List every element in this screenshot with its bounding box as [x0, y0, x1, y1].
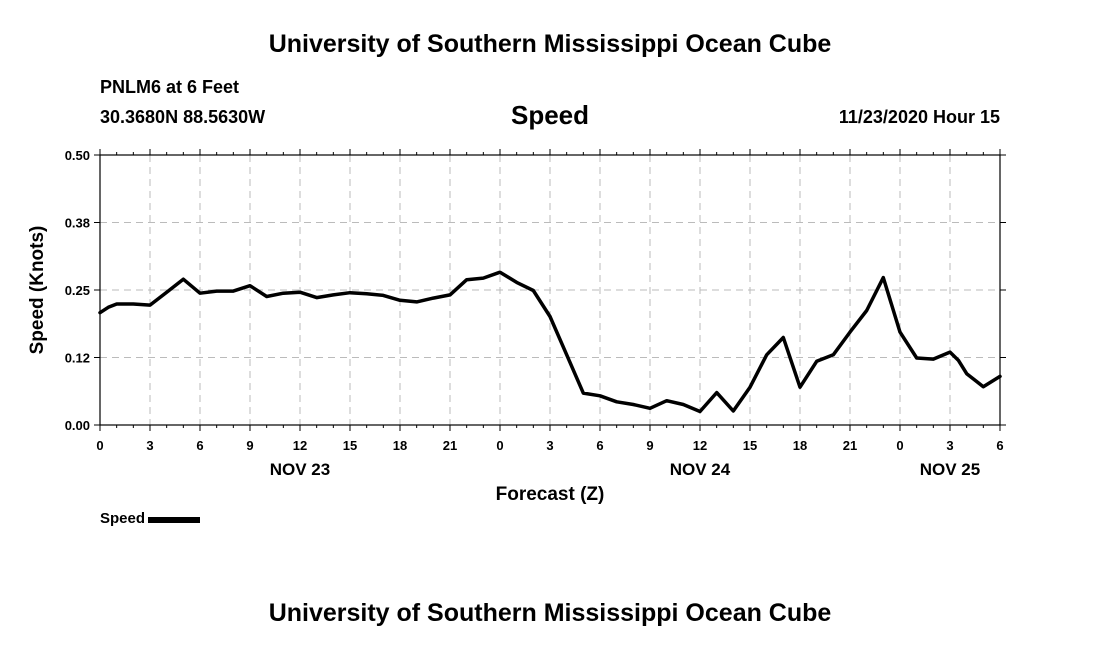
y-tick-label: 0.50 — [65, 148, 90, 163]
legend-label: Speed — [100, 510, 146, 527]
series-layer — [98, 270, 1002, 414]
x-tick-label: 6 — [596, 438, 603, 453]
y-tick-label: 0.38 — [65, 216, 90, 231]
timestamp-label: 11/23/2020 Hour 15 — [838, 107, 1000, 127]
label-layer: 0.00 0.12 0.25 0.38 0.50 0 3 6 9 12 15 18 21 0 3 6 9 12 15… — [65, 148, 1004, 479]
coordinates-label: 30.3680N 88.5630W — [100, 107, 266, 127]
plot-frame — [99, 154, 1001, 426]
grid-layer — [100, 155, 1000, 425]
x-tick-label: 15 — [743, 438, 757, 453]
x-tick-label: 0 — [896, 438, 903, 453]
y-axis-title: Speed (Knots) — [27, 226, 48, 355]
footer-title: University of Southern Mississippi Ocean… — [268, 599, 832, 627]
chart-title: Speed — [510, 100, 590, 130]
x-tick-label: 3 — [546, 438, 553, 453]
x-tick-label: 9 — [646, 438, 653, 453]
x-tick-label: 12 — [293, 438, 307, 453]
legend-swatch — [148, 517, 201, 523]
station-label: PNLM6 at 6 Feet — [100, 77, 240, 97]
y-tick-label: 0.12 — [65, 351, 90, 366]
y-tick-label: 0.25 — [65, 283, 90, 298]
x-tick-label: 18 — [793, 438, 807, 453]
x-tick-label: 3 — [946, 438, 953, 453]
x-tick-label: 15 — [343, 438, 357, 453]
x-tick-label: 6 — [196, 438, 203, 453]
date-label: NOV 24 — [670, 460, 731, 479]
x-tick-label: 6 — [996, 438, 1003, 453]
x-tick-label: 21 — [443, 438, 457, 453]
x-tick-label: 0 — [496, 438, 503, 453]
x-tick-label: 21 — [843, 438, 857, 453]
legend: Speed — [100, 510, 201, 527]
series-line-speed — [98, 270, 1002, 414]
date-label: NOV 23 — [270, 460, 330, 479]
x-tick-label: 18 — [393, 438, 407, 453]
x-tick-label: 12 — [693, 438, 707, 453]
x-tick-label: 9 — [246, 438, 253, 453]
x-tick-label: 0 — [96, 438, 103, 453]
header-title: University of Southern Mississippi Ocean… — [268, 30, 832, 58]
date-label: NOV 25 — [920, 460, 980, 479]
x-tick-label: 3 — [146, 438, 153, 453]
x-axis-title: Forecast (Z) — [496, 484, 605, 505]
y-tick-label: 0.00 — [65, 418, 90, 433]
